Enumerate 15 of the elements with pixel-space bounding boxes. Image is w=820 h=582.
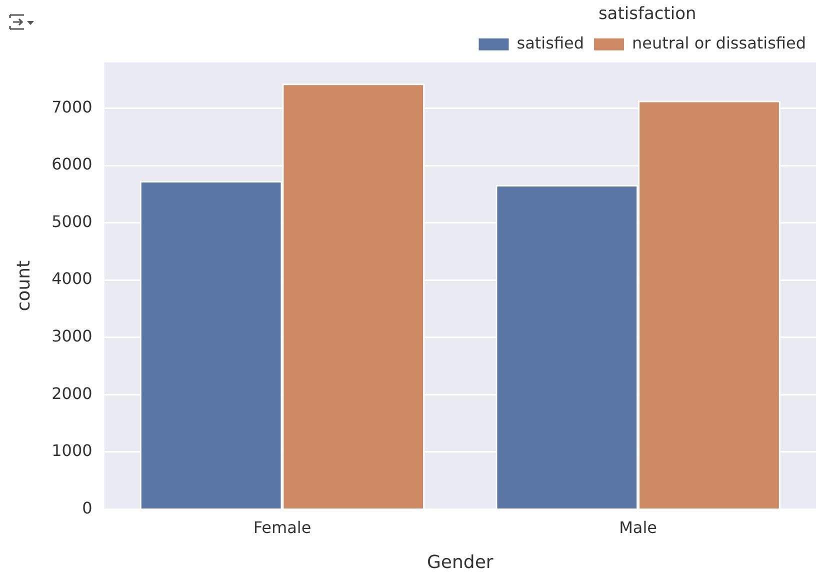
- y-tick-label: 2000: [52, 384, 92, 403]
- legend-title: satisfaction: [598, 4, 696, 24]
- legend-label: neutral or dissatisfied: [632, 34, 806, 53]
- y-tick-label: 4000: [52, 269, 92, 288]
- y-tick-label: 7000: [52, 97, 92, 116]
- y-tick-label: 3000: [52, 326, 92, 346]
- y-tick-label: 5000: [52, 212, 92, 231]
- y-axis-title: count: [13, 260, 34, 312]
- legend-label: satisfied: [516, 34, 584, 53]
- y-tick-label: 1000: [52, 441, 92, 460]
- x-tick-label: Female: [253, 518, 312, 537]
- x-axis-title: Gender: [426, 552, 494, 573]
- y-tick-label: 0: [82, 498, 92, 518]
- y-tick-label: 6000: [52, 154, 92, 174]
- x-tick-label: Male: [619, 518, 658, 537]
